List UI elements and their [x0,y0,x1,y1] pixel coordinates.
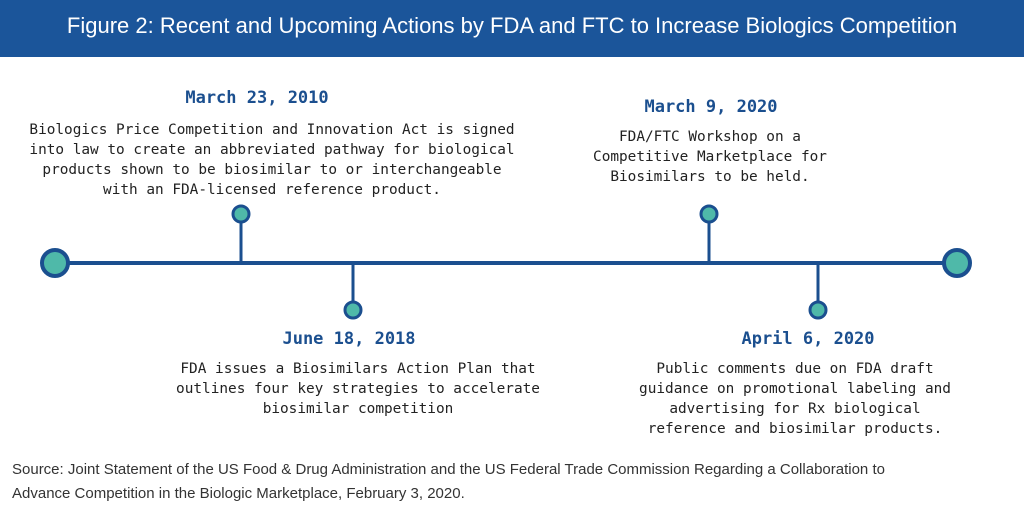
event-description: Public comments due on FDA draft [656,361,933,377]
event-description: guidance on promotional labeling and [639,381,951,397]
event-node [343,300,363,320]
end-node [40,248,70,278]
event-node [699,204,719,224]
event-node [231,204,251,224]
source-note: Advance Competition in the Biologic Mark… [12,485,465,502]
event-description: FDA/FTC Workshop on a [619,129,801,145]
event-description: into law to create an abbreviated pathwa… [29,142,514,158]
event-description: outlines four key strategies to accelera… [176,381,540,397]
event-description: with an FDA-licensed reference product. [103,182,441,198]
event-date: March 23, 2010 [185,88,328,108]
event-description: reference and biosimilar products. [648,421,943,437]
end-node [942,248,972,278]
header-bar [0,0,1024,57]
event-description: biosimilar competition [263,401,454,417]
event-date: April 6, 2020 [741,329,874,349]
event-description: Competitive Marketplace for [593,149,827,165]
source-note: Source: Joint Statement of the US Food &… [12,461,885,478]
event-description: FDA issues a Biosimilars Action Plan tha… [180,361,535,377]
event-date: June 18, 2018 [282,329,415,349]
event-date: March 9, 2020 [644,97,777,117]
event-description: Biologics Price Competition and Innovati… [29,122,514,138]
header-title: Figure 2: Recent and Upcoming Actions by… [67,13,957,38]
event-description: advertising for Rx biological [669,401,920,417]
event-node [808,300,828,320]
event-description: products shown to be biosimilar to or in… [42,162,501,178]
event-description: Biosimilars to be held. [610,169,809,185]
